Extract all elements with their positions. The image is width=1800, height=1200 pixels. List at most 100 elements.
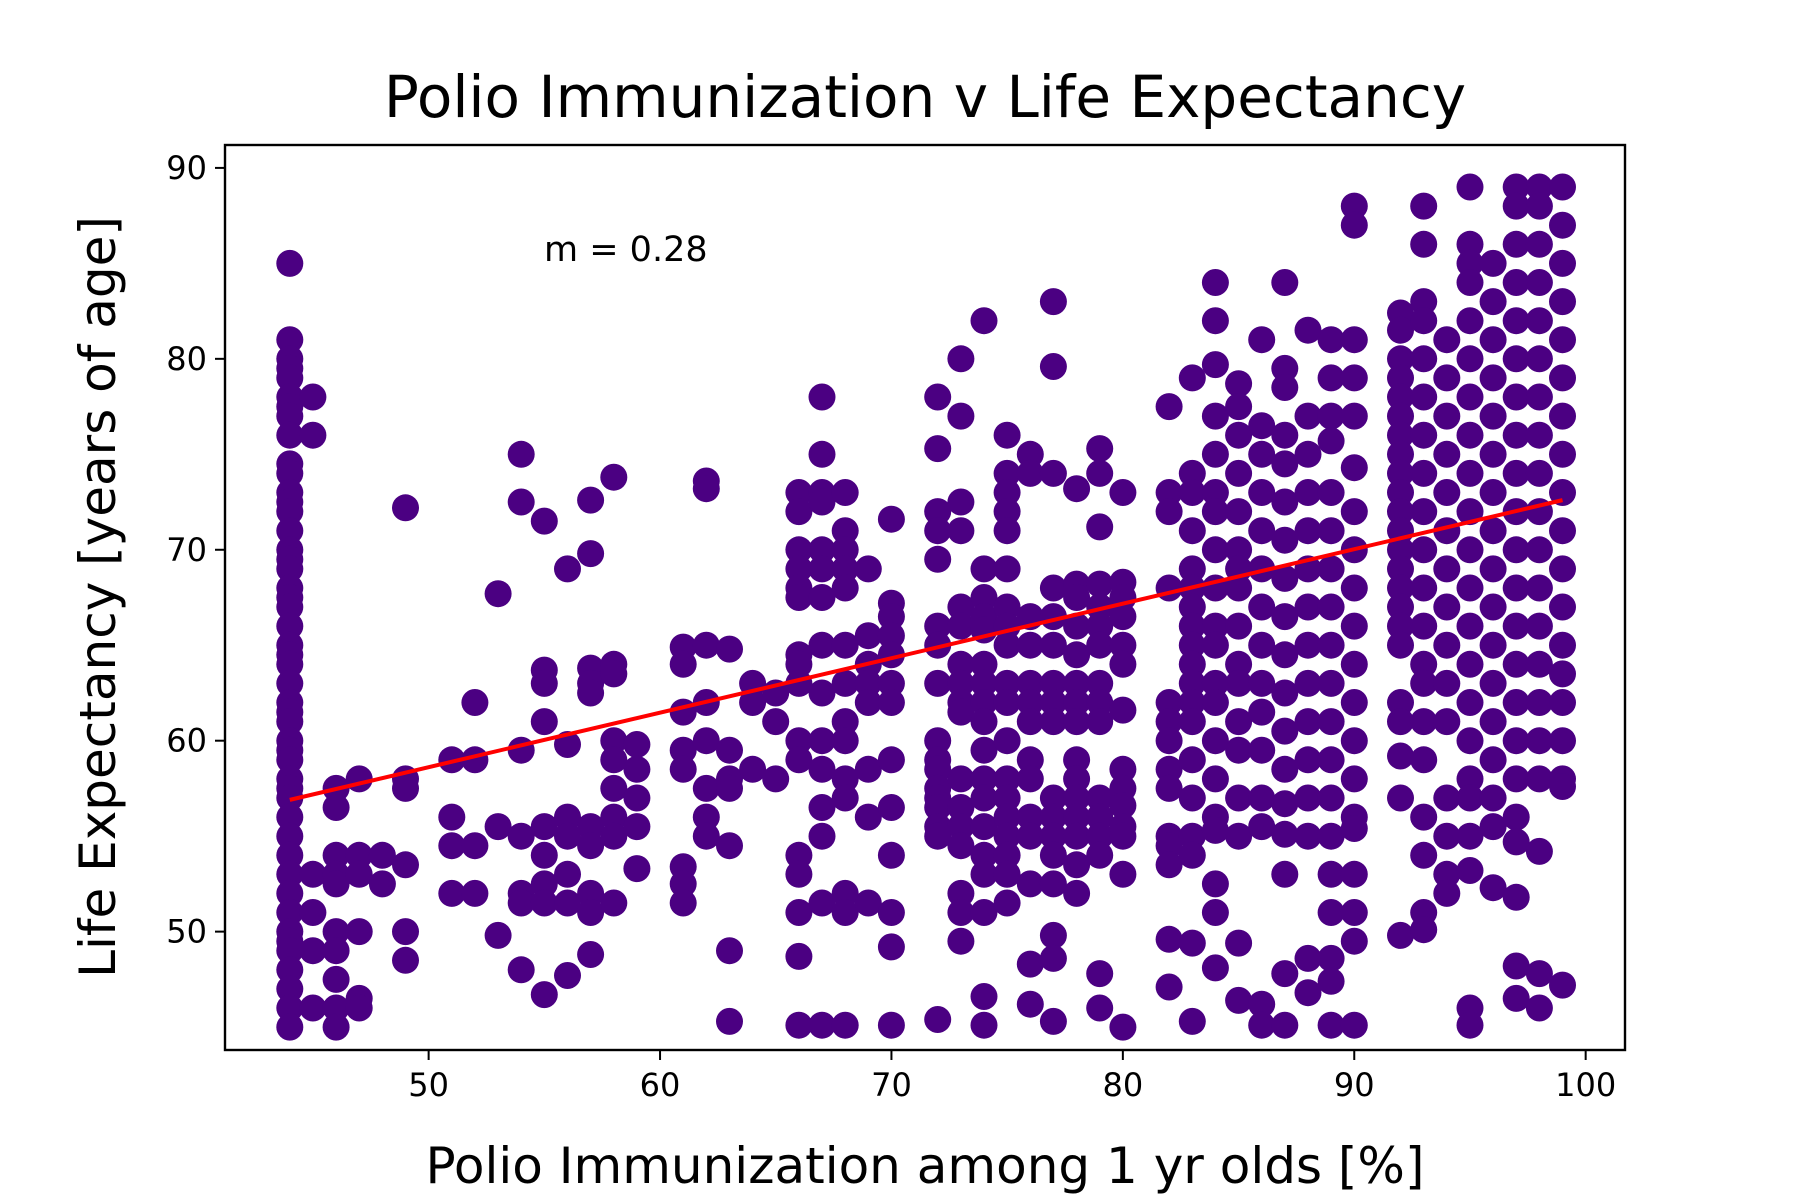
- data-point: [1155, 574, 1183, 602]
- data-point: [854, 689, 882, 716]
- data-point: [461, 689, 489, 716]
- data-point: [1387, 459, 1414, 487]
- data-point: [1479, 249, 1507, 277]
- data-point: [530, 889, 558, 917]
- data-point: [1387, 555, 1414, 583]
- data-point: [1433, 593, 1461, 621]
- data-point: [1294, 631, 1322, 659]
- data-point: [1063, 879, 1091, 907]
- data-point: [831, 479, 859, 506]
- data-point: [1086, 960, 1114, 988]
- data-point: [1387, 402, 1414, 430]
- data-point: [1456, 345, 1484, 373]
- data-point: [1433, 860, 1461, 888]
- data-point: [1387, 921, 1414, 949]
- data-point: [831, 631, 859, 659]
- data-point: [1502, 803, 1530, 831]
- data-point: [1340, 402, 1368, 430]
- data-point: [299, 383, 327, 411]
- slope-annotation: m = 0.28: [544, 230, 708, 270]
- data-point: [947, 899, 975, 926]
- data-point: [1525, 837, 1553, 865]
- data-point: [1039, 870, 1067, 898]
- data-point: [1502, 828, 1530, 856]
- data-point: [1317, 364, 1345, 392]
- data-point: [1549, 593, 1576, 621]
- data-point: [600, 889, 628, 917]
- data-point: [1178, 459, 1206, 487]
- data-point: [970, 708, 998, 736]
- data-point: [1549, 479, 1576, 506]
- data-point: [1109, 755, 1137, 783]
- data-point: [970, 813, 998, 841]
- x-tick-label: 90: [1334, 1066, 1375, 1104]
- data-point: [1525, 269, 1553, 296]
- data-point: [1549, 971, 1576, 999]
- data-point: [507, 736, 535, 764]
- data-point: [924, 727, 952, 755]
- data-point: [831, 555, 859, 583]
- data-point: [1225, 536, 1253, 564]
- data-point: [623, 784, 651, 812]
- data-point: [461, 832, 489, 860]
- data-point: [1502, 421, 1530, 449]
- data-point: [1456, 784, 1484, 812]
- data-point: [1433, 708, 1461, 736]
- data-point: [577, 832, 605, 860]
- data-point: [623, 755, 651, 783]
- data-point: [1456, 536, 1484, 564]
- data-point: [600, 463, 628, 491]
- data-point: [623, 731, 651, 758]
- data-point: [1479, 784, 1507, 812]
- data-point: [854, 803, 882, 831]
- data-point: [1340, 498, 1368, 526]
- data-point: [877, 669, 905, 697]
- data-point: [831, 899, 859, 926]
- data-point: [716, 937, 743, 965]
- data-point: [1502, 383, 1530, 411]
- data-point: [1086, 708, 1114, 736]
- data-point: [1410, 746, 1438, 774]
- data-point: [1016, 689, 1044, 716]
- data-point: [276, 956, 304, 984]
- data-point: [831, 574, 859, 602]
- data-point: [1479, 746, 1507, 774]
- data-point: [1549, 773, 1576, 800]
- data-point: [276, 249, 304, 277]
- data-point: [1039, 689, 1067, 716]
- data-point: [1410, 383, 1438, 411]
- data-point: [1410, 803, 1438, 831]
- data-point: [831, 517, 859, 545]
- data-point: [924, 498, 952, 526]
- data-point: [1155, 689, 1183, 716]
- data-point: [1387, 574, 1414, 602]
- data-point: [507, 956, 535, 984]
- data-point: [1225, 669, 1253, 697]
- data-point: [392, 494, 419, 522]
- data-point: [1502, 689, 1530, 716]
- data-point: [1456, 727, 1484, 755]
- data-point: [1201, 612, 1229, 640]
- data-point: [924, 545, 952, 573]
- data-point: [1178, 650, 1206, 678]
- data-point: [1525, 612, 1553, 640]
- data-point: [1016, 765, 1044, 793]
- data-point: [1248, 412, 1276, 440]
- data-point: [785, 555, 813, 583]
- data-point: [1271, 564, 1299, 592]
- data-point: [1410, 288, 1438, 316]
- data-point: [1294, 440, 1322, 468]
- data-point: [1178, 841, 1206, 869]
- data-point: [1502, 536, 1530, 564]
- data-point: [1502, 883, 1530, 911]
- data-point: [692, 631, 720, 659]
- data-point: [1317, 479, 1345, 506]
- data-point: [276, 822, 304, 850]
- data-point: [1502, 727, 1530, 755]
- data-point: [1502, 984, 1530, 1012]
- data-point: [1178, 784, 1206, 812]
- data-point: [924, 517, 952, 545]
- data-point: [345, 860, 373, 888]
- data-point: [600, 774, 628, 802]
- data-point: [993, 631, 1021, 659]
